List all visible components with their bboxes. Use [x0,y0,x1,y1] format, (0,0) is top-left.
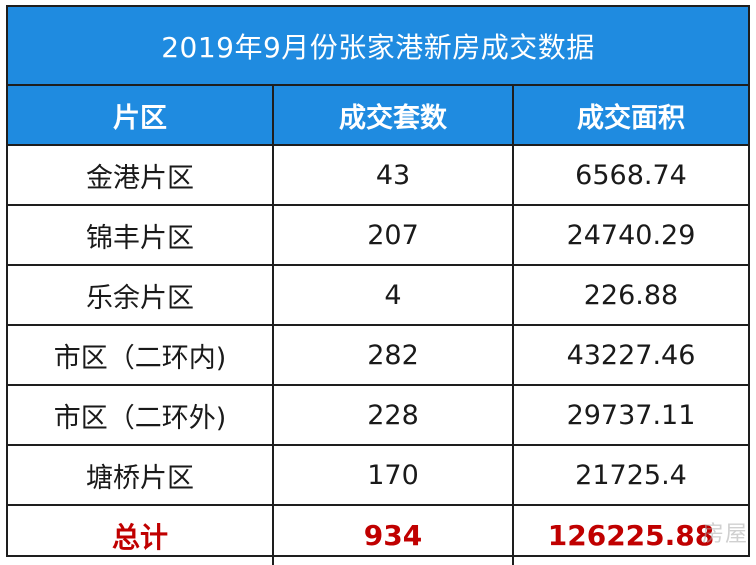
data-table-sheet: 2019年9月份张家港新房成交数据 片区 成交套数 成交面积 金港片区 43 6… [6,5,750,565]
cell-area: 24740.29 [512,204,748,266]
header-district: 片区 [8,86,274,146]
cell-district: 市区（二环内) [8,324,274,386]
data-table: 片区 成交套数 成交面积 金港片区 43 6568.74 锦丰片区 207 24… [8,86,748,565]
cell-area: 43227.46 [512,324,748,386]
cell-area: 6568.74 [512,144,748,206]
table-row: 市区（二环内) 282 43227.46 [8,324,748,386]
table-row: 塘桥片区 170 21725.4 [8,444,748,506]
cell-units: 170 [272,444,514,506]
cell-district: 金港片区 [8,144,274,206]
header-area: 成交面积 [512,86,748,146]
cell-units: 43 [272,144,514,206]
table-row: 市区（二环外) 228 29737.11 [8,384,748,446]
cell-district: 市区（二环外) [8,384,274,446]
table-row: 锦丰片区 207 24740.29 [8,204,748,266]
cell-district: 锦丰片区 [8,204,274,266]
cell-units: 4 [272,264,514,326]
total-label: 总计 [8,504,274,565]
cell-district: 塘桥片区 [8,444,274,506]
total-units: 934 [272,504,514,565]
table-title: 2019年9月份张家港新房成交数据 [8,7,748,86]
header-units: 成交套数 [272,86,514,146]
cell-district: 乐余片区 [8,264,274,326]
table-row: 金港片区 43 6568.74 [8,144,748,206]
header-row: 片区 成交套数 成交面积 [8,86,748,146]
cell-area: 226.88 [512,264,748,326]
cell-units: 207 [272,204,514,266]
cell-area: 21725.4 [512,444,748,506]
cell-area: 29737.11 [512,384,748,446]
total-area: 126225.88 [512,504,748,565]
table-row: 乐余片区 4 226.88 [8,264,748,326]
cell-units: 228 [272,384,514,446]
cell-units: 282 [272,324,514,386]
total-row: 总计 934 126225.88 [8,504,748,565]
